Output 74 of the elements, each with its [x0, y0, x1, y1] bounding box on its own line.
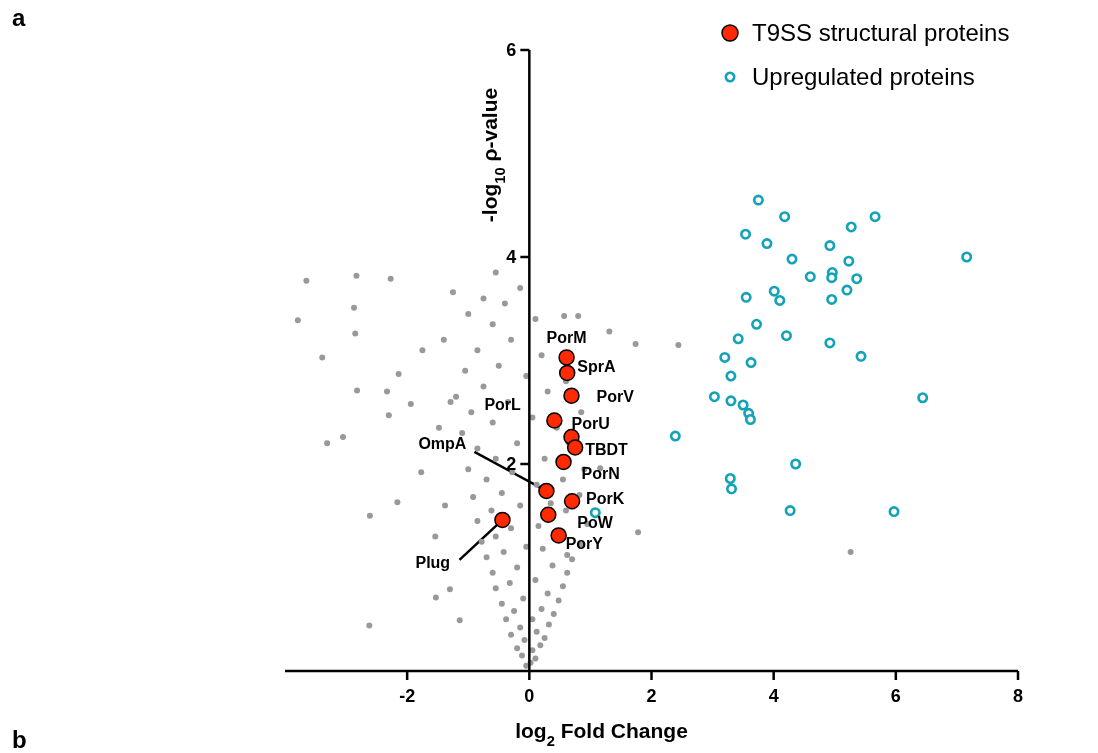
- point: [826, 272, 838, 284]
- point: [845, 221, 857, 233]
- legend-label: T9SS structural proteins: [752, 19, 1010, 46]
- point: [550, 527, 567, 544]
- annotation: PorV: [596, 387, 635, 405]
- point: [566, 439, 584, 456]
- annotation: TBDT: [585, 441, 629, 459]
- point: [888, 506, 900, 518]
- point: [869, 211, 881, 223]
- annotation: PorK: [586, 490, 625, 508]
- point: [719, 351, 731, 363]
- point: [917, 392, 929, 404]
- point: [790, 458, 802, 470]
- point: [563, 493, 581, 510]
- annotation: PoW: [577, 513, 614, 531]
- x-axis-title: log$_{2}$ Fold Change: [515, 719, 688, 749]
- point: [563, 387, 580, 404]
- x-tick-label: 0: [524, 686, 535, 706]
- point: [786, 253, 798, 265]
- point: [804, 271, 816, 283]
- y-tick-label: 6: [506, 40, 517, 60]
- point: [740, 228, 752, 240]
- x-tick-label: 2: [646, 686, 657, 706]
- point: [961, 251, 973, 263]
- point: [540, 506, 557, 523]
- point: [538, 482, 555, 500]
- point: [784, 505, 796, 517]
- point: [780, 330, 792, 342]
- annotation: PorM: [546, 329, 587, 347]
- y-tick-label: 2: [506, 454, 517, 474]
- point: [737, 399, 749, 411]
- point: [708, 391, 720, 403]
- point: [724, 473, 736, 484]
- x-tick-label: 4: [768, 686, 779, 706]
- annotation: PorU: [571, 415, 610, 433]
- point: [824, 337, 836, 349]
- point: [826, 293, 838, 305]
- point: [546, 412, 563, 429]
- annotation: PorY: [565, 535, 604, 553]
- point: [555, 453, 572, 471]
- legend-label: Upregulated proteins: [752, 63, 975, 90]
- point: [494, 511, 511, 529]
- point: [725, 395, 737, 407]
- x-tick-label: -2: [399, 686, 416, 706]
- point: [824, 240, 836, 252]
- x-tick-label: 6: [890, 686, 901, 706]
- annotation: OmpA: [418, 434, 467, 452]
- point: [725, 370, 737, 382]
- point: [740, 291, 752, 303]
- annotation: Plug: [415, 553, 451, 571]
- point: [744, 414, 756, 425]
- point: [745, 357, 757, 369]
- point: [751, 318, 763, 330]
- point: [774, 294, 786, 306]
- point: [558, 349, 575, 366]
- point: [841, 284, 853, 296]
- point: [752, 194, 764, 206]
- annotation: SprA: [577, 357, 616, 375]
- point: [669, 430, 681, 442]
- annotation: PorN: [581, 464, 620, 482]
- point: [779, 211, 791, 223]
- text: a: [12, 4, 26, 31]
- point: [855, 350, 867, 362]
- text: b: [12, 726, 27, 753]
- point: [843, 255, 855, 267]
- point: [726, 483, 738, 495]
- x-tick-label: 8: [1012, 686, 1024, 706]
- point: [732, 333, 744, 345]
- y-tick-label: 4: [506, 247, 517, 267]
- point: [851, 273, 863, 285]
- point: [768, 285, 780, 297]
- point: [558, 364, 576, 382]
- point: [761, 238, 773, 250]
- annotation: PorL: [484, 395, 522, 413]
